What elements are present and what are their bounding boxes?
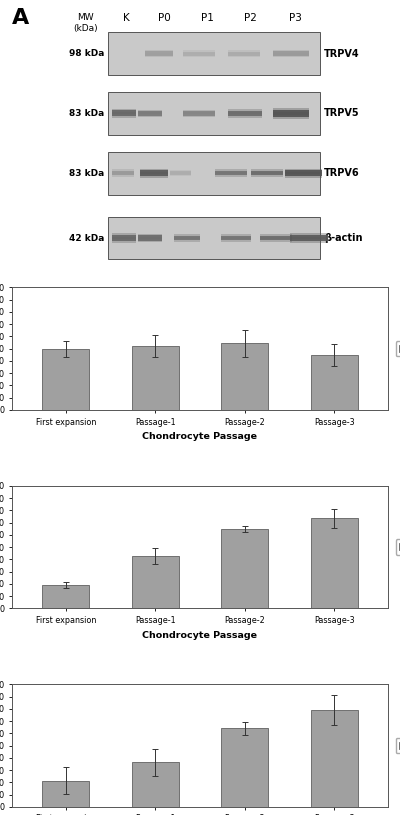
- Bar: [273, 108, 309, 115]
- Bar: [174, 234, 200, 239]
- Bar: [290, 237, 328, 243]
- Bar: [215, 170, 247, 174]
- Bar: [132, 346, 178, 410]
- Bar: [228, 111, 262, 116]
- Text: 98 kDa: 98 kDa: [69, 49, 104, 58]
- Bar: [138, 234, 162, 239]
- Bar: [221, 237, 251, 242]
- Bar: [174, 237, 200, 242]
- Bar: [311, 710, 358, 807]
- Bar: [42, 781, 89, 807]
- Bar: [112, 171, 134, 175]
- Bar: [273, 53, 309, 57]
- Legend: TRPV4: TRPV4: [396, 341, 400, 356]
- Bar: [138, 112, 162, 117]
- Bar: [112, 236, 136, 241]
- X-axis label: Chondrocyte Passage: Chondrocyte Passage: [142, 432, 258, 441]
- Bar: [112, 233, 136, 239]
- Legend: TRPV5: TRPV5: [396, 540, 400, 555]
- Bar: [108, 217, 320, 259]
- Bar: [273, 110, 309, 117]
- Bar: [132, 762, 178, 807]
- Bar: [146, 50, 172, 55]
- Bar: [108, 152, 320, 195]
- Bar: [132, 557, 178, 608]
- Bar: [112, 170, 134, 174]
- Bar: [284, 172, 322, 178]
- Bar: [138, 237, 162, 242]
- Bar: [311, 518, 358, 608]
- Bar: [170, 170, 190, 174]
- Bar: [108, 32, 320, 75]
- Bar: [183, 109, 215, 114]
- Bar: [251, 172, 283, 177]
- Bar: [228, 51, 260, 55]
- Bar: [42, 349, 89, 410]
- Bar: [215, 172, 247, 177]
- Bar: [112, 108, 136, 114]
- Bar: [140, 169, 168, 174]
- Bar: [183, 111, 215, 116]
- Legend: TRPV6: TRPV6: [396, 738, 400, 753]
- Bar: [221, 236, 251, 240]
- Bar: [183, 51, 215, 55]
- Bar: [284, 169, 322, 174]
- Bar: [112, 237, 136, 243]
- Bar: [138, 109, 162, 114]
- Bar: [260, 236, 292, 240]
- Text: 83 kDa: 83 kDa: [69, 169, 104, 178]
- Bar: [112, 112, 136, 118]
- Text: TRPV6: TRPV6: [324, 168, 360, 178]
- Bar: [174, 236, 200, 240]
- Bar: [140, 172, 168, 178]
- Text: P2: P2: [244, 13, 257, 24]
- Bar: [222, 529, 268, 608]
- Bar: [221, 234, 251, 239]
- Bar: [228, 109, 262, 114]
- Bar: [251, 171, 283, 175]
- Bar: [183, 112, 215, 117]
- Bar: [260, 237, 292, 242]
- Text: P3: P3: [290, 13, 302, 24]
- Text: K: K: [123, 13, 130, 24]
- Text: P0: P0: [158, 13, 171, 24]
- Text: TRPV4: TRPV4: [324, 49, 360, 59]
- Bar: [228, 112, 262, 117]
- Text: β-actin: β-actin: [324, 233, 362, 243]
- Bar: [251, 170, 283, 174]
- Bar: [108, 92, 320, 134]
- Text: P1: P1: [201, 13, 214, 24]
- Bar: [273, 51, 309, 56]
- Text: 83 kDa: 83 kDa: [69, 109, 104, 118]
- Text: TRPV5: TRPV5: [324, 108, 360, 118]
- Bar: [284, 170, 322, 176]
- Bar: [183, 51, 215, 55]
- Bar: [290, 233, 328, 239]
- Text: 42 kDa: 42 kDa: [69, 234, 104, 243]
- Bar: [183, 53, 215, 57]
- Bar: [138, 111, 162, 116]
- Bar: [170, 171, 190, 175]
- Bar: [228, 51, 260, 55]
- Bar: [112, 111, 136, 117]
- Bar: [146, 51, 172, 56]
- Bar: [228, 53, 260, 57]
- X-axis label: Chondrocyte Passage: Chondrocyte Passage: [142, 631, 258, 640]
- Bar: [112, 172, 134, 177]
- Text: A: A: [12, 8, 29, 29]
- Bar: [222, 343, 268, 410]
- Text: MW
(kDa): MW (kDa): [73, 13, 98, 33]
- Bar: [260, 234, 292, 239]
- Bar: [170, 172, 190, 176]
- Bar: [273, 112, 309, 118]
- Bar: [311, 355, 358, 410]
- Bar: [138, 236, 162, 240]
- Bar: [273, 50, 309, 55]
- Bar: [42, 585, 89, 608]
- Bar: [290, 236, 328, 241]
- Bar: [146, 53, 172, 57]
- Bar: [215, 171, 247, 175]
- Bar: [222, 729, 268, 807]
- Bar: [140, 170, 168, 176]
